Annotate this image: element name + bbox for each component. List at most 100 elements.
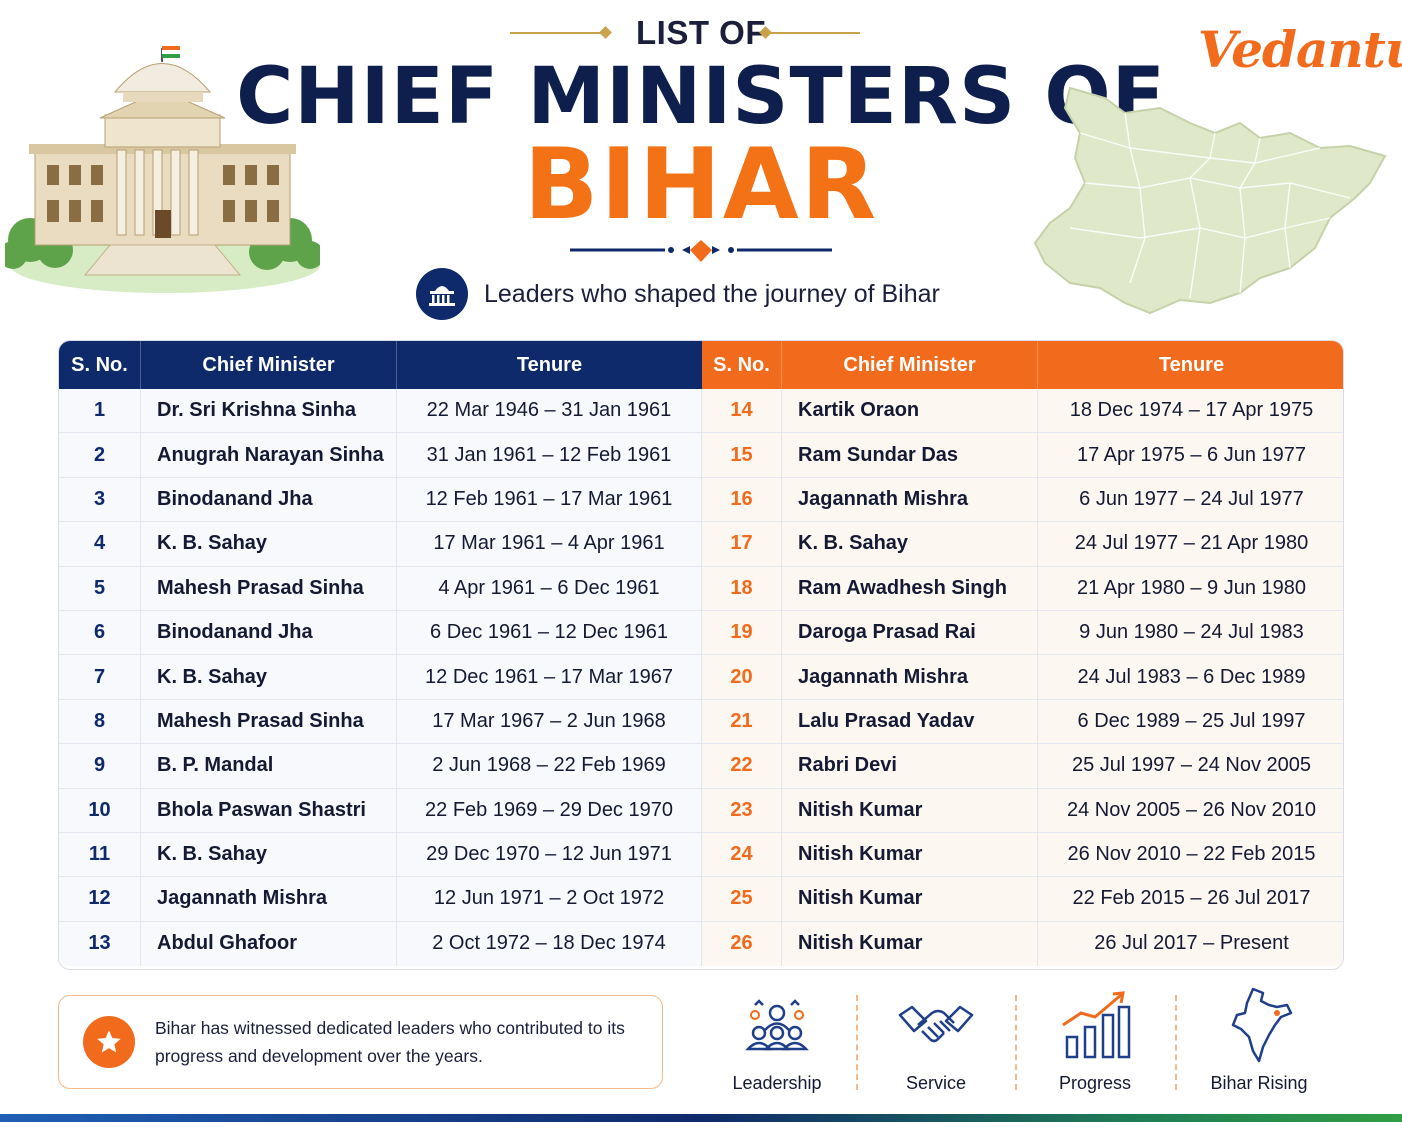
cell-tenure: 29 Dec 1970 – 12 Jun 1971 (397, 832, 702, 877)
table-row: 7 K. B. Sahay 12 Dec 1961 – 17 Mar 1967 20 J… (59, 655, 1343, 700)
cell-minister-name: Lalu Prasad Yadav (782, 699, 1038, 744)
cell-tenure: 22 Mar 1946 – 31 Jan 1961 (397, 389, 702, 433)
feature-leadership: Leadership (702, 985, 852, 1095)
cell-tenure: 24 Jul 1983 – 6 Dec 1989 (1038, 655, 1343, 699)
cell-sno: 17 (702, 522, 782, 566)
cell-tenure: 12 Dec 1961 – 17 Mar 1967 (397, 655, 702, 699)
cell-tenure: 18 Dec 1974 – 17 Apr 1975 (1038, 389, 1343, 433)
table-row: 8 Mahesh Prasad Sinha 17 Mar 1967 – 2 Jun … (59, 699, 1343, 745)
cell-tenure: 31 Jan 1961 – 12 Feb 1961 (397, 433, 702, 477)
feature-label-service: Service (905, 1073, 967, 1093)
table-row: 9 B. P. Mandal 2 Jun 1968 – 22 Feb 1969 22 R… (59, 744, 1343, 789)
cell-minister-name: K. B. Sahay (141, 522, 397, 566)
page-title-highlight: BIHAR (523, 128, 879, 242)
cell-tenure: 26 Nov 2010 – 22 Feb 2015 (1038, 832, 1343, 877)
table-header: S. No. Chief Minister Tenure S. No. Chie… (59, 341, 1343, 389)
cell-sno: 21 (702, 699, 782, 744)
cell-sno: 26 (702, 921, 782, 967)
cell-sno: 12 (59, 877, 141, 921)
feature-divider (1015, 995, 1017, 1090)
cell-sno: 7 (59, 655, 141, 699)
table-row: 2 Anugrah Narayan Sinha 31 Jan 1961 – 12 F… (59, 433, 1343, 478)
chief-ministers-table: S. No. Chief Minister Tenure S. No. Chie… (58, 340, 1344, 970)
cell-minister-name: Binodanand Jha (141, 477, 397, 522)
cell-minister-name: B. P. Mandal (141, 744, 397, 788)
cell-sno: 3 (59, 477, 141, 522)
cell-minister-name: Jagannath Mishra (141, 877, 397, 921)
cell-minister-name: Bhola Paswan Shastri (141, 788, 397, 832)
cell-sno: 23 (702, 788, 782, 832)
feature-label-progress: Progress (1058, 1073, 1132, 1093)
cell-minister-name: Nitish Kumar (782, 832, 1038, 877)
cell-sno: 25 (702, 877, 782, 921)
cell-sno: 22 (702, 744, 782, 788)
cell-tenure: 26 Jul 2017 – Present (1038, 921, 1343, 967)
cell-sno: 20 (702, 655, 782, 699)
cell-tenure: 17 Apr 1975 – 6 Jun 1977 (1038, 433, 1343, 477)
divider-ornament (570, 240, 832, 262)
cell-minister-name: Abdul Ghafoor (141, 921, 397, 967)
bottom-accent-bar (0, 1114, 1402, 1122)
cell-minister-name: Nitish Kumar (782, 877, 1038, 921)
table-row: 10 Bhola Paswan Shastri 22 Feb 1969 – 29 D… (59, 788, 1343, 833)
cell-sno: 1 (59, 389, 141, 433)
cell-sno: 9 (59, 744, 141, 788)
cell-sno: 15 (702, 433, 782, 477)
header-tenure-right: Tenure (1038, 341, 1343, 389)
cell-sno: 19 (702, 610, 782, 655)
cell-tenure: 24 Jul 1977 – 21 Apr 1980 (1038, 522, 1343, 566)
cell-minister-name: Mahesh Prasad Sinha (141, 699, 397, 744)
cell-sno: 6 (59, 610, 141, 655)
feature-progress: Progress (1020, 985, 1170, 1095)
cell-sno: 18 (702, 566, 782, 610)
cell-tenure: 12 Feb 1961 – 17 Mar 1961 (397, 477, 702, 522)
cell-minister-name: Kartik Oraon (782, 389, 1038, 433)
cell-tenure: 21 Apr 1980 – 9 Jun 1980 (1038, 566, 1343, 610)
cell-sno: 4 (59, 522, 141, 566)
header-minister-left: Chief Minister (141, 341, 397, 389)
cell-minister-name: Ram Awadhesh Singh (782, 566, 1038, 610)
header-minister-right: Chief Minister (782, 341, 1038, 389)
cell-tenure: 6 Jun 1977 – 24 Jul 1977 (1038, 477, 1343, 522)
cell-sno: 11 (59, 832, 141, 877)
cell-tenure: 2 Oct 1972 – 18 Dec 1974 (397, 921, 702, 967)
cell-minister-name: Mahesh Prasad Sinha (141, 566, 397, 610)
table-row: 6 Binodanand Jha 6 Dec 1961 – 12 Dec 1961 1… (59, 610, 1343, 656)
title-rule-left (510, 32, 605, 34)
cell-tenure: 9 Jun 1980 – 24 Jul 1983 (1038, 610, 1343, 655)
table-body: 1 Dr. Sri Krishna Sinha 22 Mar 1946 – 31 J… (59, 389, 1343, 967)
table-row: 11 K. B. Sahay 29 Dec 1970 – 12 Jun 1971 24… (59, 832, 1343, 878)
note-box: Bihar has witnessed dedicated leaders wh… (58, 995, 663, 1089)
assembly-building-illustration (5, 46, 320, 293)
cell-tenure: 22 Feb 1969 – 29 Dec 1970 (397, 788, 702, 832)
cell-minister-name: Nitish Kumar (782, 788, 1038, 832)
table-row: 13 Abdul Ghafoor 2 Oct 1972 – 18 Dec 1974 2… (59, 921, 1343, 967)
cell-minister-name: Jagannath Mishra (782, 655, 1038, 699)
cell-tenure: 6 Dec 1989 – 25 Jul 1997 (1038, 699, 1343, 744)
cell-minister-name: Nitish Kumar (782, 921, 1038, 967)
cell-minister-name: Ram Sundar Das (782, 433, 1038, 477)
cell-tenure: 17 Mar 1961 – 4 Apr 1961 (397, 522, 702, 566)
header: LIST OF CHIEF MINISTERS OF BIHAR Leaders… (0, 0, 1402, 330)
handshake-icon (898, 1005, 974, 1043)
cell-minister-name: Binodanand Jha (141, 610, 397, 655)
pre-title: LIST OF (636, 14, 766, 51)
cell-minister-name: Rabri Devi (782, 744, 1038, 788)
title-rule-right (765, 32, 860, 34)
note-text: Bihar has witnessed dedicated leaders wh… (155, 1018, 625, 1066)
feature-divider (1175, 995, 1177, 1090)
growth-chart-icon (1062, 991, 1131, 1059)
cell-tenure: 2 Jun 1968 – 22 Feb 1969 (397, 744, 702, 788)
cell-tenure: 25 Jul 1997 – 24 Nov 2005 (1038, 744, 1343, 788)
feature-divider (856, 995, 858, 1090)
cell-tenure: 4 Apr 1961 – 6 Dec 1961 (397, 566, 702, 610)
india-map-icon (1231, 987, 1293, 1063)
cell-minister-name: Daroga Prasad Rai (782, 610, 1038, 655)
cell-sno: 2 (59, 433, 141, 477)
cell-minister-name: Jagannath Mishra (782, 477, 1038, 522)
cell-tenure: 24 Nov 2005 – 26 Nov 2010 (1038, 788, 1343, 832)
subtitle-row: Leaders who shaped the journey of Bihar (416, 268, 940, 320)
header-sno-right: S. No. (702, 341, 782, 389)
header-tenure-left: Tenure (397, 341, 702, 389)
brand-logo: Vedantu (1198, 20, 1402, 79)
